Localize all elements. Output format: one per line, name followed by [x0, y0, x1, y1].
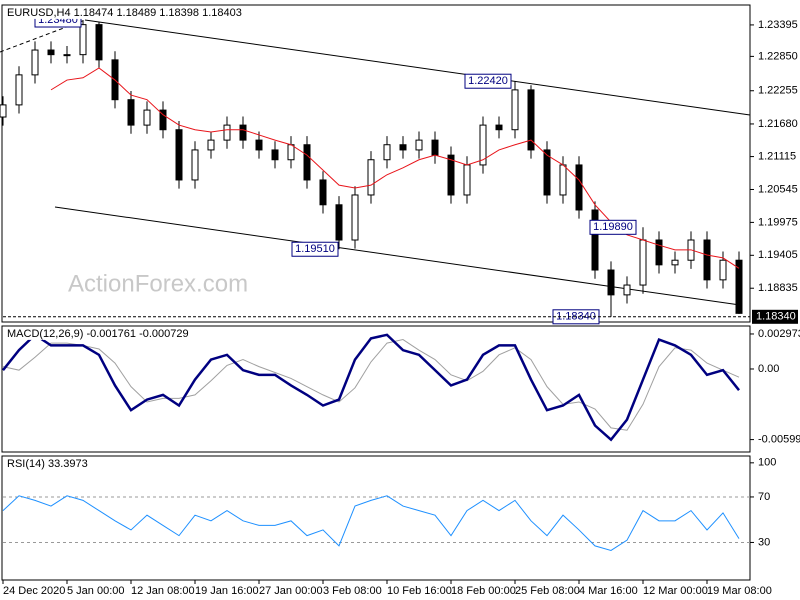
y-tick-label: 1.20545 [758, 183, 798, 195]
candle-body [303, 144, 311, 181]
x-tick-label: 18 Feb 00:00 [451, 585, 516, 597]
watermark: ActionForex.com [68, 270, 248, 297]
candle-body [351, 194, 359, 241]
candle-body [271, 149, 279, 161]
panel-frame [1, 455, 751, 581]
candle-body [47, 49, 55, 56]
x-tick-label: 27 Jan 00:00 [259, 585, 323, 597]
moving-average [50, 67, 740, 269]
candle-body [191, 149, 199, 181]
candle-body [655, 239, 663, 266]
trend-extension [0, 19, 86, 53]
candle-body [159, 109, 167, 131]
y-tick-label: 0.002973 [758, 328, 800, 340]
candle-body [607, 269, 615, 296]
y-tick-label: 1.21115 [758, 150, 796, 162]
price-marker-box [752, 309, 798, 324]
candle-body [367, 159, 375, 196]
candle-body [143, 109, 151, 126]
candle-body [463, 164, 471, 196]
candle-body [175, 129, 183, 181]
annotation-label: 1.19510 [295, 243, 335, 255]
panel-title: RSI(14) 33.3973 [7, 458, 88, 470]
candle-body [399, 144, 407, 151]
y-tick-label: 1.22850 [758, 50, 798, 62]
x-tick-label: 12 Mar 00:00 [643, 585, 708, 597]
y-tick-label: 1.18835 [758, 282, 798, 294]
price-marker-label: 1.18340 [756, 311, 796, 323]
y-tick-label: 1.22255 [758, 85, 798, 97]
candle-body [543, 149, 551, 196]
rsi-line [2, 495, 740, 551]
x-tick-label: 19 Jan 16:00 [195, 585, 259, 597]
candle-body [415, 139, 423, 151]
annotation-label: 1.22420 [468, 75, 508, 87]
candle-body [447, 154, 455, 196]
x-tick-label: 25 Feb 08:00 [515, 585, 580, 597]
candle-body [127, 99, 135, 126]
candle-body [591, 209, 599, 271]
x-tick-label: 5 Jan 00:00 [67, 585, 125, 597]
title-background [5, 327, 191, 340]
x-tick-label: 4 Mar 16:00 [579, 585, 638, 597]
candle-body [239, 124, 247, 141]
candle-body [559, 164, 567, 196]
candle-body [79, 24, 87, 56]
candle-body [383, 144, 391, 161]
candle-body [431, 139, 439, 156]
candle-body [527, 89, 535, 151]
candle-body [287, 144, 295, 161]
x-tick-label: 12 Jan 08:00 [131, 585, 195, 597]
candle-body [623, 284, 631, 296]
candle-body [319, 179, 327, 206]
candle-body [511, 89, 519, 131]
candle-body [63, 54, 71, 57]
y-tick-label: 1.23395 [758, 19, 798, 31]
candle-body [207, 139, 215, 151]
annotation-box [464, 73, 512, 89]
x-tick-label: 10 Feb 16:00 [387, 585, 452, 597]
panel-frame [1, 325, 751, 453]
macd-line [2, 333, 740, 442]
candle-body [495, 124, 503, 131]
candle-body [255, 139, 263, 151]
candle-body [719, 259, 727, 281]
panel-title: EURUSD,H4 1.18474 1.18489 1.18398 1.1840… [7, 7, 242, 19]
panel-title: MACD(12,26,9) -0.001761 -0.000729 [7, 328, 189, 340]
candle-body [31, 49, 39, 76]
annotation-box [589, 219, 637, 235]
candle-body [575, 164, 583, 211]
y-tick-label: 30 [758, 536, 770, 548]
x-tick-label: 24 Dec 2020 [3, 585, 65, 597]
candle-body [95, 24, 103, 61]
title-background [5, 457, 90, 470]
y-tick-label: 1.19405 [758, 249, 798, 261]
candle-body [335, 204, 343, 241]
annotation-label: 1.19890 [593, 221, 633, 233]
channel-upper [84, 19, 751, 116]
title-background [5, 6, 244, 19]
candle-body [479, 124, 487, 166]
x-tick-label: 19 Mar 08:00 [707, 585, 772, 597]
annotation-box [291, 241, 339, 257]
candle-body [703, 239, 711, 281]
y-tick-label: 1.21680 [758, 118, 798, 130]
y-tick-label: 100 [758, 457, 776, 469]
y-tick-label: 70 [758, 491, 770, 503]
candle-body [223, 124, 231, 141]
y-tick-label: 1.19975 [758, 216, 798, 228]
macd-signal [2, 339, 740, 431]
y-tick-label: -0.005996 [758, 433, 800, 445]
panel-frame [1, 4, 751, 323]
candle-body [671, 259, 679, 266]
y-tick-label: 0.00 [758, 363, 779, 375]
candle-body [0, 104, 7, 118]
x-tick-label: 3 Feb 08:00 [323, 585, 382, 597]
candle-body [735, 259, 743, 314]
candle-body [639, 239, 647, 286]
candle-body [15, 74, 23, 106]
